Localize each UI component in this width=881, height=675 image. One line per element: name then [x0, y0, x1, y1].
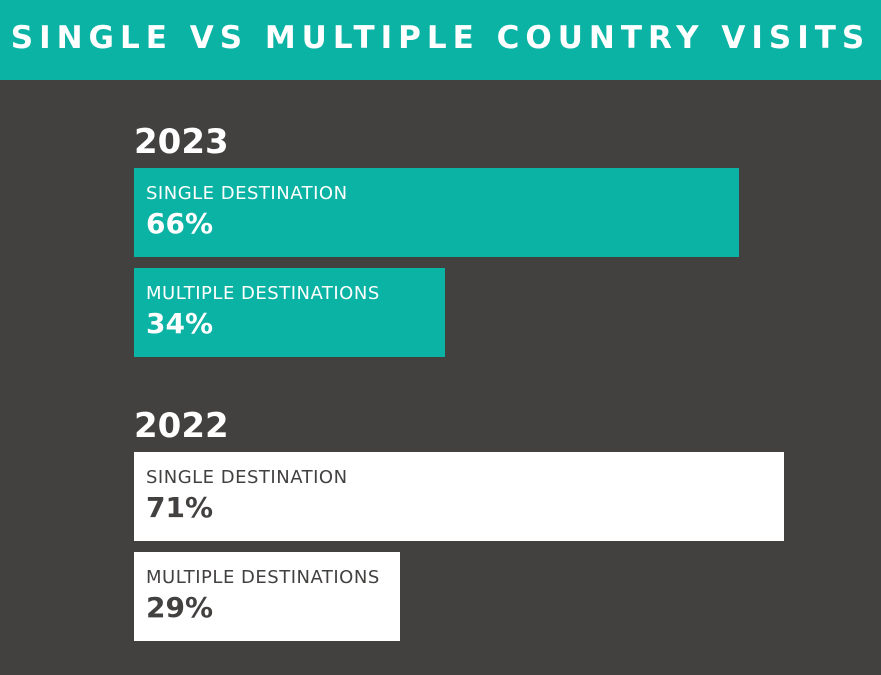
bar-label: MULTIPLE DESTINATIONS	[146, 283, 380, 304]
bar-value-label: 34%	[146, 307, 214, 340]
bar-2023-multiple: MULTIPLE DESTINATIONS 34%	[134, 268, 445, 357]
bar-2023-single: SINGLE DESTINATION 66%	[134, 168, 739, 257]
bar-value-label: 71%	[146, 491, 214, 524]
bar-2022-multiple: MULTIPLE DESTINATIONS 29%	[134, 552, 400, 641]
year-heading-2022: 2022	[134, 406, 229, 446]
title-banner: SINGLE VS MULTIPLE COUNTRY VISITS	[0, 0, 881, 80]
bar-label: MULTIPLE DESTINATIONS	[146, 567, 380, 588]
bar-value-label: 29%	[146, 591, 214, 624]
bar-label: SINGLE DESTINATION	[146, 183, 348, 204]
bar-2022-single: SINGLE DESTINATION 71%	[134, 452, 784, 541]
bar-label: SINGLE DESTINATION	[146, 467, 348, 488]
chart-title: SINGLE VS MULTIPLE COUNTRY VISITS	[10, 20, 871, 56]
bar-value-label: 66%	[146, 207, 214, 240]
year-heading-2023: 2023	[134, 122, 229, 162]
